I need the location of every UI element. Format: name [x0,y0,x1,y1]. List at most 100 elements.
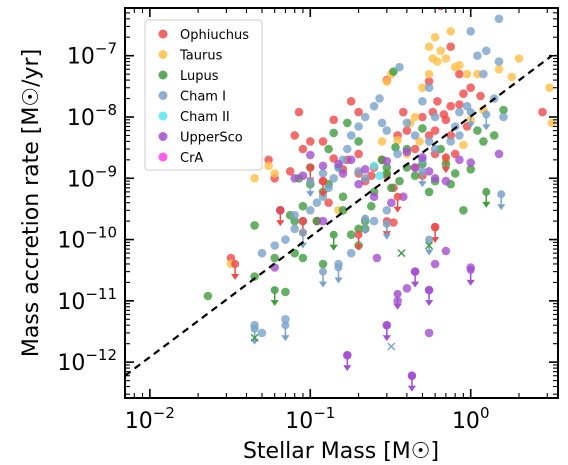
upper-limit-16 [361,214,370,235]
point-lupus-36 [489,131,499,140]
legend-item-ophiuchus: Ophiuchus [158,28,249,43]
svg-text:Ophiuchus: Ophiuchus [180,28,249,43]
point-ophiuchus-8 [446,101,456,111]
point-ophiuchus-1 [424,77,434,86]
point-cham-ii-0 [369,161,379,171]
point-cham-i-22 [354,122,363,131]
x-tick-label: 10−1 [285,404,335,434]
point-taurus-7 [547,118,557,128]
point-uppersco-11 [402,147,412,157]
point-cham-i-4 [499,112,508,122]
point-lupus-31 [450,169,460,178]
point-taurus-26 [430,32,440,42]
point-ophiuchus-15 [399,107,408,117]
point-ophiuchus-44 [459,89,468,98]
point-lupus-42 [343,118,352,128]
point-cham-i-12 [424,137,434,146]
point-taurus-3 [473,69,482,79]
point-lupus-48 [338,192,348,201]
point-cham-i-3 [494,57,504,66]
point-uppersco-35 [318,216,328,226]
upper-limit-9 [441,153,450,174]
reference-line [124,54,553,377]
point-lupus-43 [382,169,392,178]
upper-limit-27 [393,289,402,310]
point-ophiuchus-39 [424,131,434,140]
point-uppersco-23 [372,253,382,263]
legend: Ophiuchus Taurus Lupus Cham I Cham II UpperSc… [144,19,263,171]
point-lupus-41 [329,128,339,138]
upper-limit-13 [334,263,343,284]
point-lupus-54 [318,259,328,269]
upper-limit-26 [411,267,420,288]
point-taurus-24 [382,77,392,86]
point-cham-i-30 [312,198,322,207]
point-cham-i-52 [318,169,328,178]
point-cham-i-14 [410,131,420,140]
point-cham-i-27 [329,174,339,183]
upper-limit-28 [407,371,416,392]
point-cham-i-41 [346,248,356,258]
point-lupus-0 [203,291,213,301]
point-cham-i-38 [257,328,267,338]
point-cham-i-17 [382,126,392,135]
point-ophiuchus-33 [354,107,363,117]
point-uppersco-32 [424,328,434,338]
non-detection-x-1 [397,249,406,258]
point-lupus-12 [338,206,348,215]
point-lupus-10 [324,144,333,154]
point-cham-i-9 [455,107,464,117]
svg-text:Cham II: Cham II [180,110,230,125]
point-ophiuchus-30 [318,137,328,146]
point-taurus-8 [446,27,456,36]
point-taurus-35 [424,42,434,51]
point-taurus-13 [441,54,451,63]
point-ophiuchus-56 [226,253,236,263]
non-detection-x-2 [425,241,434,250]
upper-limit-1 [319,177,327,197]
point-cham-i-19 [375,94,384,103]
point-ophiuchus-9 [455,100,464,109]
upper-limit-22 [425,235,434,256]
y-tick-label: 10−9 [67,162,117,192]
upper-limit-12 [319,267,327,288]
point-lupus-22 [395,176,404,186]
point-lupus-47 [354,137,363,146]
point-ophiuchus-45 [418,112,427,122]
point-taurus-20 [459,140,468,150]
point-cham-i-2 [482,46,491,56]
point-cham-i-45 [418,97,427,106]
y-tick-label: 10−7 [67,40,117,70]
point-lupus-14 [354,224,363,234]
point-lupus-51 [298,253,308,263]
point-cham-i-16 [393,149,402,159]
data-points [203,8,557,392]
point-uppersco-13 [418,153,427,162]
point-ophiuchus-29 [264,155,273,165]
legend-item-cra: CrA [158,151,203,166]
point-cham-i-20 [369,101,379,111]
point-ophiuchus-50 [324,198,333,207]
point-taurus-18 [393,135,402,145]
point-uppersco-3 [334,159,343,169]
x-tick-label: 10−2 [125,404,175,434]
svg-text:UpperSco: UpperSco [180,131,243,146]
point-uppersco-21 [290,174,300,183]
point-ophiuchus-38 [410,144,420,154]
non-detection-x-0 [250,333,259,342]
point-ophiuchus-7 [439,110,449,119]
point-lupus-55 [250,221,259,230]
point-uppersco-4 [338,169,348,178]
point-ophiuchus-19 [354,149,363,159]
point-uppersco-29 [430,259,440,269]
point-ophiuchus-43 [455,69,464,79]
upper-limit-24 [270,286,279,306]
point-lupus-19 [382,163,392,172]
point-cham-i-21 [360,112,370,122]
x-axis-label: Stellar Mass [M☉] [243,439,439,464]
point-taurus-9 [450,62,460,72]
legend-item-taurus: Taurus [158,49,223,64]
svg-text:Lupus: Lupus [180,69,219,84]
point-cham-i-33 [290,224,300,234]
